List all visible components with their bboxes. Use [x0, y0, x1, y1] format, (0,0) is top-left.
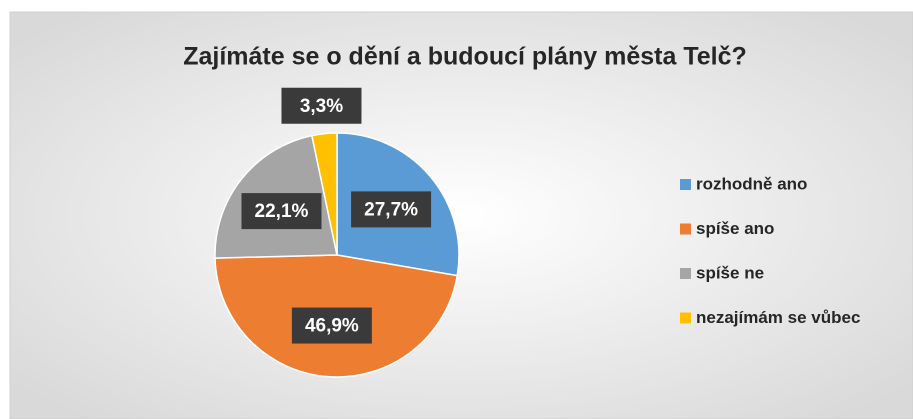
- data-label: 27,7%: [351, 191, 432, 228]
- legend-label: rozhodně ano: [696, 174, 807, 193]
- data-label-box: [241, 193, 322, 230]
- legend-swatch: [680, 312, 691, 324]
- data-label-text: 22,1%: [255, 201, 309, 222]
- data-label-box: [351, 191, 432, 228]
- chart-title: Zajímáte se o dění a budoucí plány města…: [183, 43, 747, 71]
- data-label-text: 27,7%: [364, 199, 418, 220]
- data-label-box: [291, 307, 372, 344]
- data-label: 22,1%: [241, 193, 322, 230]
- legend-swatch: [680, 268, 691, 279]
- legend-label: spíše ne: [696, 263, 764, 282]
- legend-label: spíše ano: [696, 219, 774, 238]
- legend-swatch: [680, 179, 691, 190]
- data-label-text: 3,3%: [300, 96, 343, 117]
- data-label: 3,3%: [281, 87, 362, 124]
- data-label-box: [281, 87, 362, 124]
- legend-label: nezajímám se vůbec: [696, 308, 860, 327]
- chart-area: [9, 11, 913, 419]
- pie-slice: [310, 132, 338, 256]
- data-label-text: 46,9%: [305, 316, 359, 337]
- legend-swatch: [680, 223, 691, 235]
- data-label: 46,9%: [291, 307, 372, 344]
